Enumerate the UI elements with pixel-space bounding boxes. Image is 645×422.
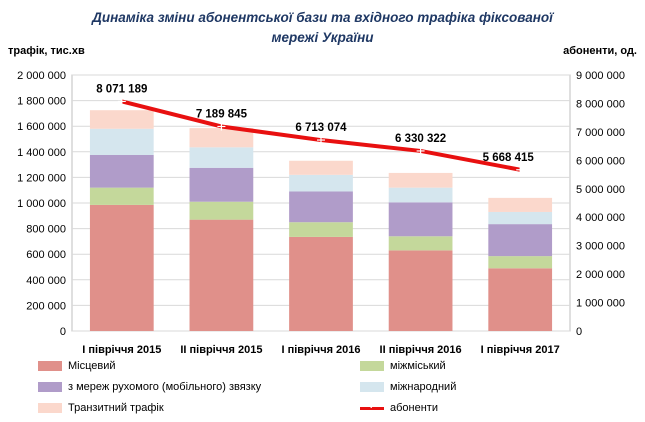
legend-item-intercity: міжміський (360, 360, 446, 372)
bar-segment (488, 224, 553, 257)
x-category-label: I півріччя 2016 (281, 344, 360, 356)
y-tick-right: 0 (576, 326, 582, 338)
y-tick-left: 1 000 000 (17, 198, 66, 210)
legend-label-transit: Транзитний трафік (68, 402, 164, 414)
x-category-label: II півріччя 2015 (180, 344, 262, 356)
bar-segment (488, 197, 553, 212)
bar-segment (488, 211, 553, 225)
y-tick-right: 8 000 000 (576, 98, 625, 110)
bar-segment (289, 222, 353, 237)
bar-segment (388, 172, 453, 188)
legend-item-subscribers: абоненти (360, 400, 438, 414)
subscribers-data-label: 7 189 845 (196, 108, 248, 120)
legend-swatch-subscribers (360, 400, 384, 412)
bar-segment (189, 167, 254, 202)
y-tick-right: 6 000 000 (576, 155, 625, 167)
x-category-label: I півріччя 2015 (82, 344, 161, 356)
legend-swatch-mobile (38, 382, 62, 392)
y-tick-left: 0 (60, 326, 66, 338)
chart-legend: Місцевий міжміський з мереж рухомого (мо… (38, 360, 598, 420)
bar-segment (89, 155, 154, 188)
bar-segment (488, 268, 553, 331)
y-tick-left: 200 000 (26, 300, 66, 312)
subscribers-data-label: 5 668 415 (483, 152, 535, 164)
legend-item-international: міжнародний (360, 381, 456, 393)
bar-segment (488, 256, 553, 269)
bar-segment (388, 187, 453, 203)
bar-segment (289, 174, 353, 192)
bar-segment (89, 187, 154, 205)
y-tick-right: 7 000 000 (576, 127, 625, 139)
y-tick-left: 600 000 (26, 249, 66, 261)
y-tick-right: 5 000 000 (576, 184, 625, 196)
y-tick-right: 9 000 000 (576, 70, 625, 82)
legend-swatch-transit (38, 403, 62, 413)
legend-swatch-international (360, 382, 384, 392)
y-tick-right: 1 000 000 (576, 298, 625, 310)
y-tick-left: 1 200 000 (17, 172, 66, 184)
y-tick-left: 400 000 (26, 275, 66, 287)
bar-segment (189, 219, 254, 331)
subscribers-data-label: 8 071 189 (96, 83, 147, 95)
y-axis-title-right: абоненти, од. (563, 45, 637, 57)
bar-segment (289, 160, 353, 175)
legend-item-local: Місцевий (38, 360, 116, 372)
bar-segment (388, 250, 453, 331)
bar-segment (388, 202, 453, 237)
y-tick-left: 1 400 000 (17, 147, 66, 159)
subscribers-data-label: 6 330 322 (395, 133, 446, 145)
chart-plot: 0 200 000 400 000 600 000 800 000 1 000 000 1 … (8, 45, 637, 356)
y-tick-left: 800 000 (26, 224, 66, 236)
y-tick-left: 1 800 000 (17, 96, 66, 108)
y-axis-title-left: трафік, тис.хв (8, 45, 85, 57)
subscribers-data-label: 6 713 074 (295, 122, 347, 134)
legend-label-local: Місцевий (68, 360, 116, 372)
y-tick-right: 2 000 000 (576, 269, 625, 281)
chart-title-line1: Динаміка зміни абонентської бази та вхід… (92, 10, 553, 25)
bar-segment (189, 201, 254, 220)
bar-segment (388, 236, 453, 251)
chart-title: Динаміка зміни абонентської бази та вхід… (40, 8, 605, 48)
y-tick-right: 4 000 000 (576, 212, 625, 224)
y-tick-left: 2 000 000 (17, 70, 66, 82)
legend-item-mobile: з мереж рухомого (мобільного) звязку (38, 381, 261, 393)
bar-segment (189, 128, 254, 148)
bar-segment (89, 110, 154, 129)
x-category-label: I півріччя 2017 (481, 344, 560, 356)
legend-item-transit: Транзитний трафік (38, 402, 164, 414)
y-tick-right: 3 000 000 (576, 241, 625, 253)
legend-swatch-intercity (360, 361, 384, 371)
bar-segment (89, 204, 154, 331)
bar-segment (189, 147, 254, 168)
bar-segment (89, 128, 154, 155)
bar-segment (289, 236, 353, 331)
legend-label-mobile: з мереж рухомого (мобільного) звязку (68, 381, 262, 393)
legend-swatch-local (38, 361, 62, 371)
y-tick-left: 1 600 000 (17, 121, 66, 133)
legend-label-subscribers: абоненти (390, 402, 438, 414)
x-category-label: II півріччя 2016 (380, 344, 462, 356)
legend-label-intercity: міжміський (390, 360, 446, 372)
legend-label-international: міжнародний (390, 381, 457, 393)
chart-title-line2: мережі України (271, 30, 374, 45)
bar-segment (289, 191, 353, 223)
